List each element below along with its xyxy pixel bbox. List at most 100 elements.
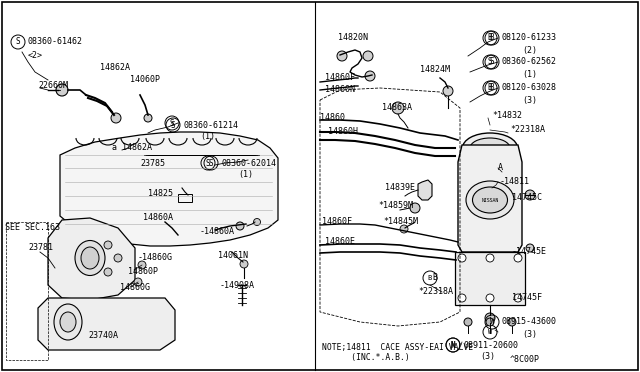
Circle shape [56, 84, 68, 96]
Text: 14860F: 14860F [322, 218, 352, 227]
Circle shape [400, 225, 408, 233]
Ellipse shape [463, 133, 518, 163]
Text: N: N [451, 340, 455, 350]
Text: 08915-43600: 08915-43600 [502, 317, 557, 327]
Text: W: W [490, 317, 494, 327]
Text: (1): (1) [238, 170, 253, 180]
Text: *14859M: *14859M [378, 201, 413, 209]
Text: S: S [171, 121, 175, 129]
Polygon shape [60, 132, 278, 246]
Text: W: W [488, 329, 492, 335]
Text: S: S [170, 119, 174, 128]
Ellipse shape [60, 312, 76, 332]
Text: *14832: *14832 [492, 110, 522, 119]
Circle shape [392, 102, 404, 114]
Text: 14860: 14860 [320, 113, 345, 122]
Ellipse shape [470, 138, 510, 158]
Text: 14060P: 14060P [130, 76, 160, 84]
Text: *14845M: *14845M [383, 218, 418, 227]
Text: *22318A: *22318A [418, 288, 453, 296]
Text: B: B [428, 275, 432, 281]
Text: (3): (3) [522, 330, 537, 339]
Text: 08120-61233: 08120-61233 [502, 33, 557, 42]
Text: 22660M: 22660M [38, 80, 68, 90]
Text: 08360-61462: 08360-61462 [28, 38, 83, 46]
Text: 23785: 23785 [140, 158, 165, 167]
Ellipse shape [472, 187, 508, 213]
Circle shape [486, 318, 494, 326]
Text: (1): (1) [522, 70, 537, 78]
Polygon shape [38, 298, 175, 350]
Text: B: B [488, 83, 492, 93]
Text: B: B [488, 33, 492, 42]
Ellipse shape [75, 241, 105, 276]
Circle shape [138, 261, 146, 269]
Circle shape [253, 218, 260, 225]
Text: SEE SEC.163: SEE SEC.163 [5, 224, 60, 232]
Circle shape [486, 254, 494, 262]
Circle shape [525, 190, 535, 200]
Circle shape [514, 294, 522, 302]
Text: 14824M: 14824M [420, 65, 450, 74]
Text: 14061N: 14061N [218, 251, 248, 260]
Text: B: B [490, 83, 494, 93]
Text: 08120-63028: 08120-63028 [502, 83, 557, 93]
Text: 23781: 23781 [28, 244, 53, 253]
Circle shape [485, 313, 495, 323]
Text: *22318A: *22318A [510, 125, 545, 135]
Text: (2): (2) [522, 45, 537, 55]
Text: 23740A: 23740A [88, 330, 118, 340]
Text: <2>: <2> [28, 51, 43, 60]
Circle shape [458, 254, 466, 262]
Text: -14860G: -14860G [138, 253, 173, 263]
Text: 14860G: 14860G [120, 283, 150, 292]
Text: 14820N: 14820N [338, 33, 368, 42]
Text: 14860P: 14860P [128, 267, 158, 276]
Circle shape [508, 318, 516, 326]
Text: S: S [488, 58, 492, 67]
Circle shape [410, 203, 420, 213]
Text: 08360-62014: 08360-62014 [221, 158, 276, 167]
Text: 14860H: 14860H [328, 128, 358, 137]
Circle shape [458, 294, 466, 302]
Text: -14908A: -14908A [220, 280, 255, 289]
Circle shape [111, 113, 121, 123]
Text: 08360-61214: 08360-61214 [183, 121, 238, 129]
Circle shape [337, 51, 347, 61]
Text: 14745C: 14745C [512, 193, 542, 202]
Text: B: B [432, 273, 437, 282]
Text: 08911-20600: 08911-20600 [463, 340, 518, 350]
Ellipse shape [54, 304, 82, 340]
Text: NISSAN: NISSAN [481, 198, 499, 202]
Circle shape [240, 260, 248, 268]
Circle shape [134, 278, 142, 286]
Polygon shape [455, 252, 525, 305]
Polygon shape [458, 145, 522, 252]
Text: (3): (3) [480, 353, 495, 362]
Text: 14825: 14825 [148, 189, 173, 198]
Text: S: S [205, 158, 211, 167]
Text: 14860F: 14860F [325, 74, 355, 83]
Text: S: S [209, 158, 213, 167]
Text: B: B [490, 33, 494, 42]
Polygon shape [418, 180, 432, 200]
Circle shape [443, 86, 453, 96]
Text: N: N [451, 340, 455, 350]
Text: (3): (3) [522, 96, 537, 105]
Text: -14745E: -14745E [512, 247, 547, 257]
Circle shape [114, 254, 122, 262]
Text: 14745F: 14745F [512, 294, 542, 302]
Ellipse shape [81, 247, 99, 269]
Circle shape [526, 244, 534, 252]
Text: -14860A: -14860A [200, 228, 235, 237]
Circle shape [104, 268, 112, 276]
Text: A: A [498, 164, 503, 173]
Text: 14863A: 14863A [382, 103, 412, 112]
Polygon shape [48, 218, 135, 300]
Circle shape [464, 318, 472, 326]
Text: NOTE;14811  CACE ASSY-EAI VALVE
      (INC.*.A.B.): NOTE;14811 CACE ASSY-EAI VALVE (INC.*.A.… [322, 343, 473, 362]
Text: -14811: -14811 [500, 177, 530, 186]
Text: 08360-62562: 08360-62562 [502, 58, 557, 67]
Circle shape [486, 294, 494, 302]
Circle shape [236, 222, 244, 230]
